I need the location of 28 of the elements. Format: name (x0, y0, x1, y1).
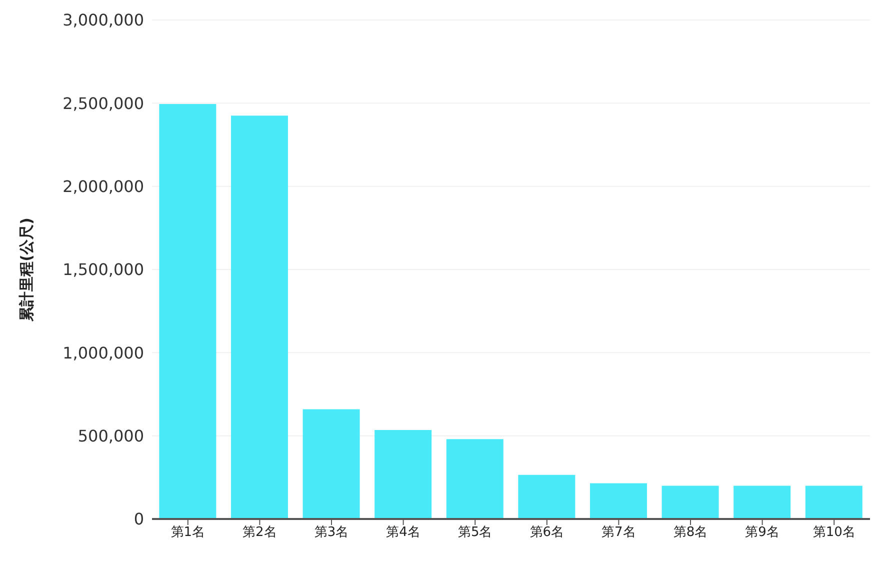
x-tick-label: 第6名 (530, 525, 564, 540)
bar (805, 486, 862, 519)
bar (662, 486, 719, 519)
y-tick-label: 2,500,000 (62, 94, 144, 113)
y-axis-title: 累計里程(公尺) (17, 218, 36, 322)
bar (159, 104, 216, 519)
x-tick-label: 第8名 (673, 525, 708, 540)
y-tick-label: 500,000 (78, 426, 144, 446)
bar (734, 486, 791, 519)
x-tick-label: 第4名 (386, 525, 420, 540)
bar (446, 439, 504, 519)
y-tick-label: 3,000,000 (62, 10, 144, 30)
x-tick-label: 第10名 (812, 525, 856, 540)
x-tick-label: 第9名 (745, 525, 780, 540)
x-tick-label: 第5名 (458, 525, 492, 540)
y-tick-label: 0 (134, 510, 144, 529)
x-tick-label: 第3名 (314, 525, 349, 540)
x-tick-label: 第1名 (170, 525, 206, 540)
x-tick-label: 第7名 (602, 525, 636, 540)
bar (230, 116, 288, 519)
y-tick-label: 1,000,000 (62, 343, 144, 362)
bar (374, 430, 432, 519)
y-tick-label: 1,500,000 (62, 260, 144, 280)
x-tick-label: 第2名 (242, 525, 277, 540)
bar (302, 409, 360, 519)
bar (518, 474, 576, 519)
bar (590, 483, 647, 519)
y-tick-label: 2,000,000 (62, 177, 144, 196)
